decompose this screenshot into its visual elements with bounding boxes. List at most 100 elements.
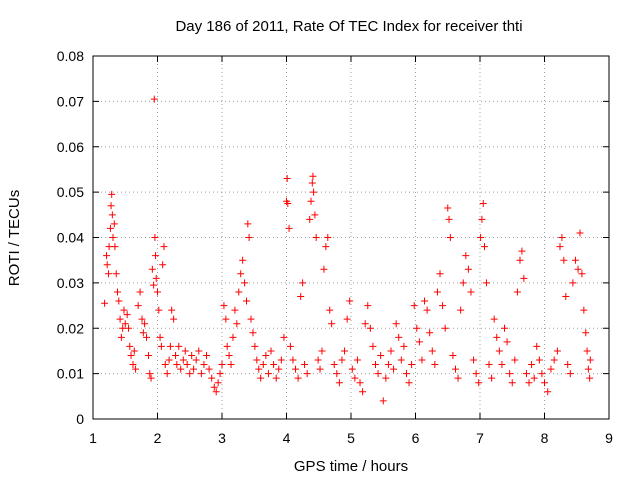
data-point [165, 356, 173, 364]
data-point [155, 306, 163, 314]
data-point [541, 379, 548, 387]
data-point [436, 270, 444, 278]
x-axis-label: GPS time / hours [294, 458, 408, 475]
y-tick-label: 0.04 [57, 230, 84, 246]
data-point [454, 374, 462, 382]
data-point [241, 279, 249, 287]
data-point [451, 365, 459, 373]
data-point [395, 333, 403, 341]
data-point [170, 315, 178, 323]
data-point [103, 252, 111, 260]
data-point [104, 270, 112, 278]
data-point [341, 347, 349, 355]
data-point [562, 292, 570, 300]
data-points [101, 95, 594, 405]
data-point [160, 243, 168, 251]
data-point [203, 351, 211, 359]
data-point [586, 356, 594, 364]
data-point [147, 374, 155, 382]
data-point [333, 370, 341, 378]
data-point [253, 356, 261, 364]
data-point [275, 365, 283, 373]
data-point [103, 261, 111, 269]
data-point [372, 361, 380, 369]
data-point [310, 188, 318, 196]
data-point [243, 297, 251, 305]
data-point [384, 361, 392, 369]
data-point [205, 365, 213, 373]
data-point [112, 270, 120, 278]
data-point [251, 342, 259, 350]
data-point [586, 374, 594, 382]
data-point [111, 243, 119, 251]
data-point [326, 306, 334, 314]
data-point [467, 288, 475, 296]
data-point [335, 379, 343, 387]
x-tick-label: 4 [283, 430, 291, 446]
data-point [576, 229, 584, 237]
data-point [475, 379, 483, 387]
data-point [413, 324, 421, 332]
data-point [146, 370, 154, 378]
data-point [508, 379, 516, 387]
data-point [306, 215, 314, 223]
data-point [564, 361, 572, 369]
data-point [264, 370, 272, 378]
chart-title: Day 186 of 2011, Rate Of TEC Index for r… [175, 18, 522, 35]
data-point [108, 211, 116, 219]
y-tick-label: 0.05 [57, 184, 84, 200]
data-point [408, 361, 416, 369]
data-point [192, 356, 200, 364]
x-tick-label: 7 [476, 430, 484, 446]
data-point [366, 324, 374, 332]
data-point [231, 306, 239, 314]
data-point [210, 383, 218, 391]
data-point [513, 288, 521, 296]
data-point [544, 388, 552, 396]
plot-frame [92, 55, 610, 420]
data-point [289, 356, 297, 364]
data-point [195, 347, 203, 355]
data-point [249, 329, 257, 337]
data-point [364, 302, 372, 310]
data-point [571, 256, 579, 264]
data-point [318, 347, 326, 355]
data-point [530, 374, 538, 382]
data-point [316, 365, 324, 373]
data-point [283, 175, 291, 183]
data-point [582, 329, 590, 337]
data-point [239, 256, 247, 264]
x-tick-label: 9 [605, 430, 613, 446]
data-point [297, 292, 305, 300]
y-tick-label: 0 [76, 411, 84, 427]
data-point [449, 351, 457, 359]
data-point [129, 361, 137, 369]
data-point [143, 333, 151, 341]
data-point [558, 234, 566, 241]
data-point [426, 329, 434, 337]
data-point [578, 270, 586, 278]
data-point [322, 243, 330, 251]
y-tick-label: 0.03 [57, 275, 84, 291]
data-point [369, 342, 377, 350]
data-point [569, 279, 577, 287]
data-point [126, 342, 134, 350]
data-point [377, 351, 385, 359]
data-point [518, 247, 526, 255]
data-point [392, 320, 400, 328]
data-point [214, 379, 222, 387]
data-point [235, 288, 243, 296]
data-point [259, 361, 267, 369]
data-point [267, 347, 275, 355]
data-point [441, 324, 449, 332]
data-point [446, 234, 454, 241]
data-point [190, 365, 198, 373]
data-point [222, 315, 230, 323]
data-point [353, 356, 361, 364]
data-point [301, 361, 309, 369]
data-point [343, 315, 351, 323]
data-point [405, 379, 413, 387]
data-point [223, 342, 231, 350]
data-point [262, 351, 270, 359]
data-point [387, 347, 395, 355]
